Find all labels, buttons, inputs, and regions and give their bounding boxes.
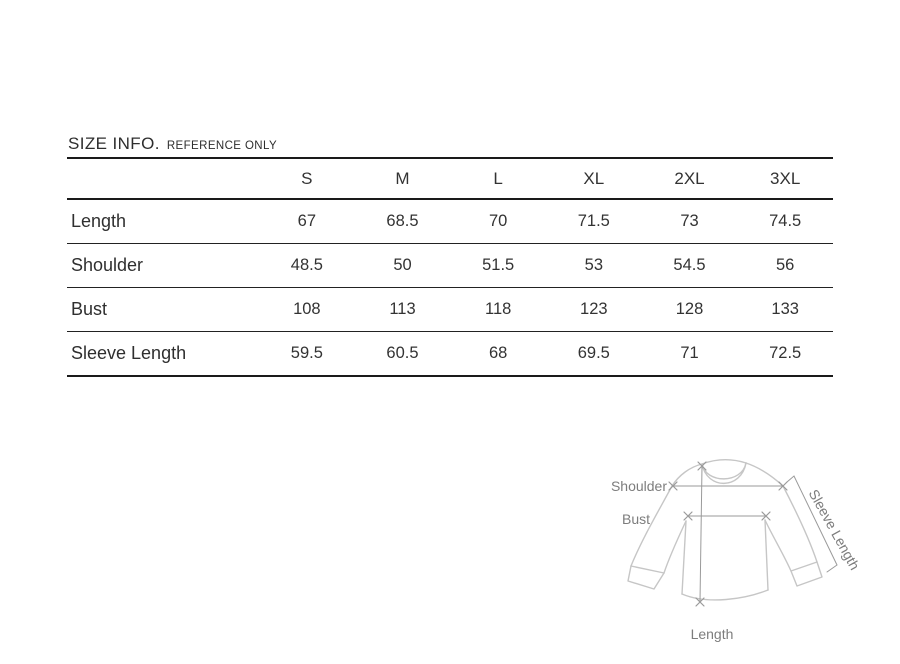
measurement-lines [672,465,838,603]
table-cell: 69.5 [577,344,610,362]
col-header-xl: XL [583,168,605,188]
page-subtitle: REFERENCE ONLY [166,140,278,152]
bust-diagram-label: Bust [622,511,650,527]
row-label-sleeve-length: Sleeve Length [71,343,187,363]
table-cell: 67 [297,212,316,230]
table-row: Bust 108 113 118 123 128 133 [67,288,833,332]
table-cell: 123 [580,300,608,318]
row-label-shoulder: Shoulder [71,255,144,275]
table-cell: 108 [293,300,321,318]
table-cell: 118 [485,300,512,318]
row-label-length: Length [71,211,127,231]
col-header-3xl: 3XL [770,168,801,188]
table-cell: 74.5 [769,212,802,230]
table-cell: 59.5 [290,344,323,362]
col-header-l: L [493,168,503,188]
table-cell: 70 [488,212,508,230]
table-cell: 60.5 [386,344,419,362]
table-row: Length 67 68.5 70 71.5 73 74.5 [67,200,833,244]
row-label-bust: Bust [71,299,108,319]
size-info-header: SIZE INFO. REFERENCE ONLY [68,134,277,154]
page-title: SIZE INFO. [68,134,160,153]
length-measure-line [699,465,703,603]
table-cell: 68 [488,344,508,362]
shirt-diagram: Shoulder Bust Length Sleeve Length [611,459,863,642]
table-cell: 72.5 [769,344,802,362]
table-cell: 71 [680,344,699,362]
col-header-m: M [395,168,410,188]
table-cell: 128 [675,300,704,318]
table-cell: 71.5 [577,212,610,230]
table-cell: 133 [771,300,799,318]
garment-measurement-diagram: Shoulder Bust Length Sleeve Length [580,440,900,664]
table-row: Shoulder 48.5 50 51.5 53 54.5 56 [67,244,833,288]
table-cell: 53 [584,256,603,274]
length-diagram-label: Length [691,626,734,642]
size-table: S M L XL 2XL 3XL Length 67 68.5 70 71.5 … [67,157,833,377]
table-cell: 51.5 [482,256,515,274]
table-cell: 48.5 [290,256,323,274]
table-header-row: S M L XL 2XL 3XL [67,159,833,200]
table-cell: 56 [775,256,795,274]
table-cell: 50 [393,256,412,274]
table-cell: 54.5 [673,256,706,274]
sleeve-length-bracket [786,475,838,573]
shoulder-diagram-label: Shoulder [611,478,667,494]
measure-x-markers [668,461,788,607]
shirt-outline [627,459,823,601]
table-cell: 73 [680,212,699,230]
col-header-2xl: 2XL [674,168,705,188]
table-row: Sleeve Length 59.5 60.5 68 69.5 71 72.5 [67,332,833,377]
col-header-s: S [301,168,313,188]
table-cell: 68.5 [386,212,419,230]
table-cell: 113 [389,300,416,318]
